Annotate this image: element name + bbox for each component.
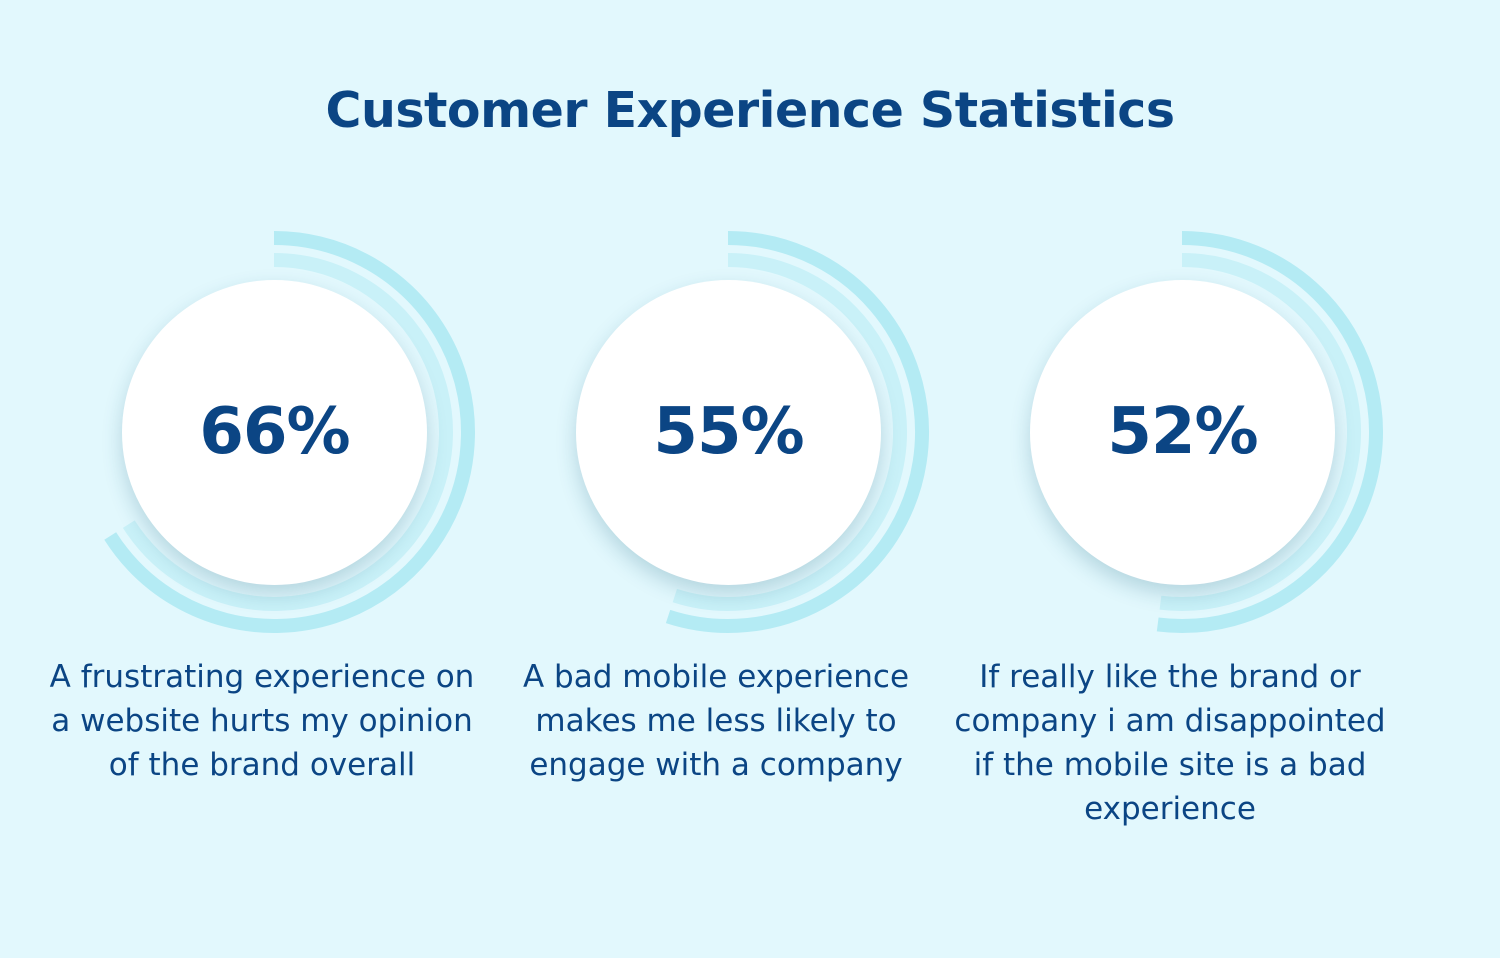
- ring-arc-inner: [1159, 253, 1362, 611]
- progress-ring-1: [104, 231, 475, 633]
- ring-arc-outer: [1156, 231, 1383, 633]
- ring-arc-inner: [122, 253, 454, 611]
- page-title: Customer Experience Statistics: [325, 82, 1175, 139]
- stat-card-1: 66% A frustrating experience on a websit…: [50, 220, 492, 920]
- stat-percentage: 55%: [653, 395, 804, 469]
- stat-percentage: 52%: [1107, 395, 1258, 469]
- stat-description: If really like the brand or company i am…: [954, 659, 1386, 827]
- stat-card-3: 52% If really like the brand or company …: [954, 220, 1400, 920]
- stat-percentage: 66%: [199, 395, 350, 469]
- ring-arc-inner: [672, 253, 908, 611]
- ring-arc-outer: [104, 231, 475, 633]
- stat-card-2: 55% A bad mobile experience makes me les…: [506, 220, 946, 920]
- progress-ring-2: [665, 231, 929, 633]
- stat-description: A frustrating experience on a website hu…: [49, 659, 475, 783]
- stat-disc: [1030, 280, 1335, 585]
- stat-disc: [122, 280, 427, 585]
- progress-ring-3: [1156, 231, 1383, 633]
- stat-description: A bad mobile experience makes me less li…: [522, 659, 910, 783]
- ring-arc-outer: [665, 231, 929, 633]
- stat-disc: [576, 280, 881, 585]
